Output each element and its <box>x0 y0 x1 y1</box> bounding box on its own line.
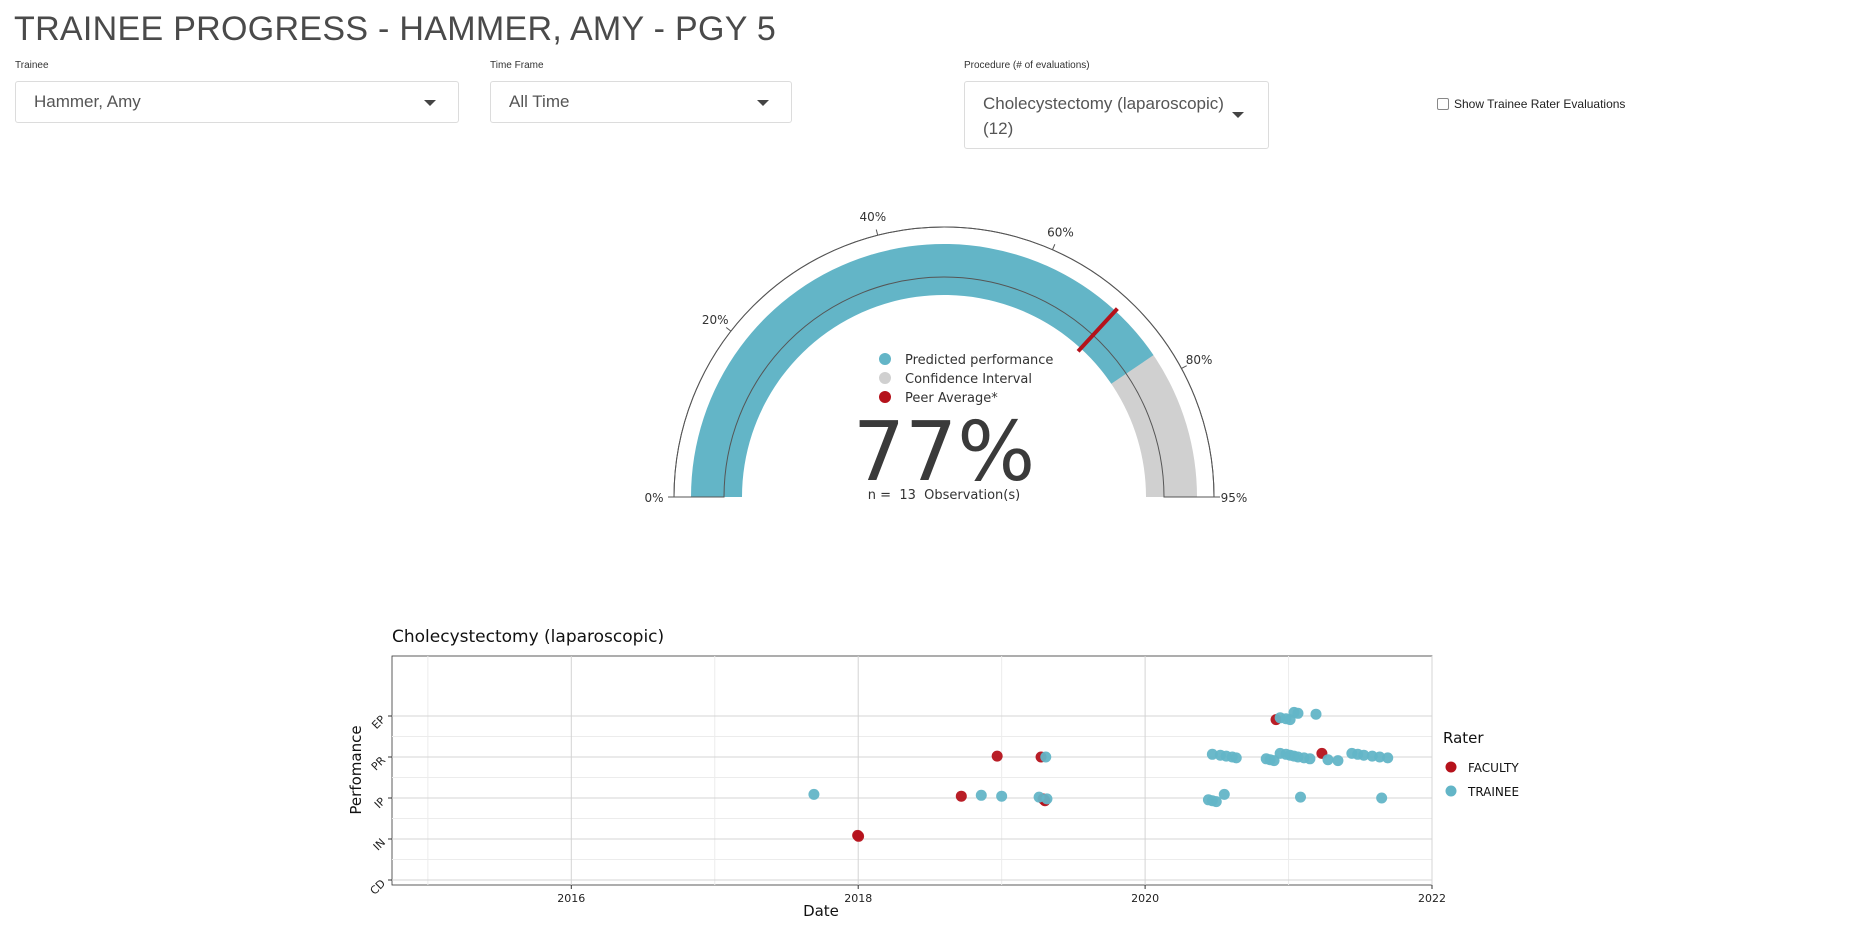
gauge-tick-label: 0% <box>644 491 663 505</box>
timeframe-select[interactable]: All Time <box>490 81 792 123</box>
trainee-point <box>1374 751 1386 763</box>
legend-trainee-swatch <box>1445 785 1457 797</box>
legend-predicted-swatch <box>879 353 891 365</box>
trainee-point <box>1218 788 1230 800</box>
gauge-frame-outline <box>673 226 1215 498</box>
y-tick-label: CD <box>368 877 389 898</box>
chart-points <box>808 706 1394 842</box>
trainee-point <box>1041 793 1053 805</box>
gauge-tick-label: 95% <box>1221 491 1248 505</box>
performance-scatter-chart: Cholecystectomy (laparoscopic) 2016 2018 2… <box>347 627 1519 920</box>
trainee-select[interactable]: Hammer, Amy <box>15 81 459 123</box>
show-rater-checkbox[interactable] <box>1437 98 1449 110</box>
y-tick-label: IN <box>371 836 388 853</box>
trainee-point <box>1268 755 1280 767</box>
trainee-point <box>808 788 820 800</box>
chevron-down-icon <box>424 100 436 106</box>
observation-count: n = 13 Observation(s) <box>868 488 1020 503</box>
gauge-tick-label: 40% <box>859 210 886 224</box>
legend-trainee-label: TRAINEE <box>1467 785 1519 799</box>
trainee-point <box>1230 752 1242 764</box>
legend-ci-label: Confidence Interval <box>905 372 1032 387</box>
trainee-point <box>1358 749 1370 761</box>
gauge-tick-label: 80% <box>1186 353 1213 367</box>
trainee-point <box>1310 708 1322 720</box>
x-tick-label: 2022 <box>1418 892 1446 905</box>
trainee-point <box>1292 707 1304 719</box>
n-value: 13 <box>899 488 916 503</box>
procedure-label: Procedure (# of evaluations) <box>964 60 1090 71</box>
trainee-label: Trainee <box>15 60 49 71</box>
page-title: TRAINEE PROGRESS - HAMMER, AMY - PGY 5 <box>14 10 777 48</box>
gauge-tick-label: 20% <box>702 313 729 327</box>
plot-panel <box>391 655 1433 886</box>
chart-grid <box>391 655 1433 886</box>
n-suffix: Observation(s) <box>924 488 1020 503</box>
y-tick-label: EP <box>369 713 388 732</box>
gauge-tick-mark <box>875 229 879 236</box>
gauge-tick-mark <box>725 327 732 332</box>
trainee-point <box>1210 796 1222 808</box>
trainee-point <box>1332 755 1344 767</box>
gauge-tick-mark <box>1181 365 1187 369</box>
timeframe-value: All Time <box>509 92 570 111</box>
faculty-point <box>853 830 865 842</box>
gauge-value: 77% <box>853 405 1035 500</box>
legend-peer-swatch <box>879 391 891 403</box>
x-axis-label: Date <box>803 902 839 920</box>
peer-average-marker <box>1076 307 1119 353</box>
procedure-select[interactable]: Cholecystectomy (laparoscopic) (12) <box>964 81 1269 149</box>
faculty-point <box>991 750 1003 762</box>
y-tick-label: PR <box>369 754 389 774</box>
y-axis-label: Perfomance <box>347 725 365 814</box>
gauge-tick-mark <box>1051 244 1056 250</box>
faculty-point <box>955 790 967 802</box>
gauge-arcs <box>673 226 1215 498</box>
trainee-point <box>1322 754 1334 766</box>
chevron-down-icon <box>757 100 769 106</box>
timeframe-label: Time Frame <box>490 60 544 71</box>
trainee-point <box>1295 791 1307 803</box>
chart-legend: Rater FACULTY TRAINEE <box>1443 729 1519 799</box>
performance-gauge: 0% 20% 40% 60% 80% 95% Predicted performance … <box>644 210 1247 505</box>
gauge-ticks: 0% 20% 40% 60% 80% 95% <box>644 210 1247 505</box>
show-rater-label: Show Trainee Rater Evaluations <box>1454 97 1626 111</box>
legend-predicted-label: Predicted performance <box>905 353 1053 368</box>
x-tick-label: 2020 <box>1131 892 1159 905</box>
trainee-point <box>1040 751 1052 763</box>
trainee-point <box>1382 752 1394 764</box>
trainee-point <box>996 790 1008 802</box>
trainee-point <box>1206 748 1218 760</box>
legend-title: Rater <box>1443 729 1484 747</box>
legend-faculty-label: FACULTY <box>1468 761 1519 775</box>
gauge-tick-label: 60% <box>1047 225 1074 239</box>
show-rater-toggle[interactable]: Show Trainee Rater Evaluations <box>1437 97 1625 111</box>
x-tick-label: 2018 <box>844 892 872 905</box>
n-prefix: n = <box>868 488 891 503</box>
legend-peer-label: Peer Average* <box>905 391 998 406</box>
x-tick-label: 2016 <box>557 892 585 905</box>
legend-faculty-swatch <box>1445 761 1457 773</box>
trainee-point <box>1376 792 1388 804</box>
gauge-predicted-bar <box>691 244 1154 497</box>
procedure-value: Cholecystectomy (laparoscopic) <box>983 94 1224 113</box>
trainee-point <box>1304 753 1316 765</box>
procedure-count: (12) <box>983 119 1014 138</box>
gauge-legend: Predicted performance Confidence Interva… <box>879 353 1053 406</box>
legend-ci-swatch <box>879 372 891 384</box>
chart-title: Cholecystectomy (laparoscopic) <box>392 627 664 647</box>
chevron-down-icon <box>1232 112 1244 118</box>
y-tick-label: IP <box>372 795 388 811</box>
trainee-value: Hammer, Amy <box>34 92 141 111</box>
trainee-point <box>975 789 987 801</box>
